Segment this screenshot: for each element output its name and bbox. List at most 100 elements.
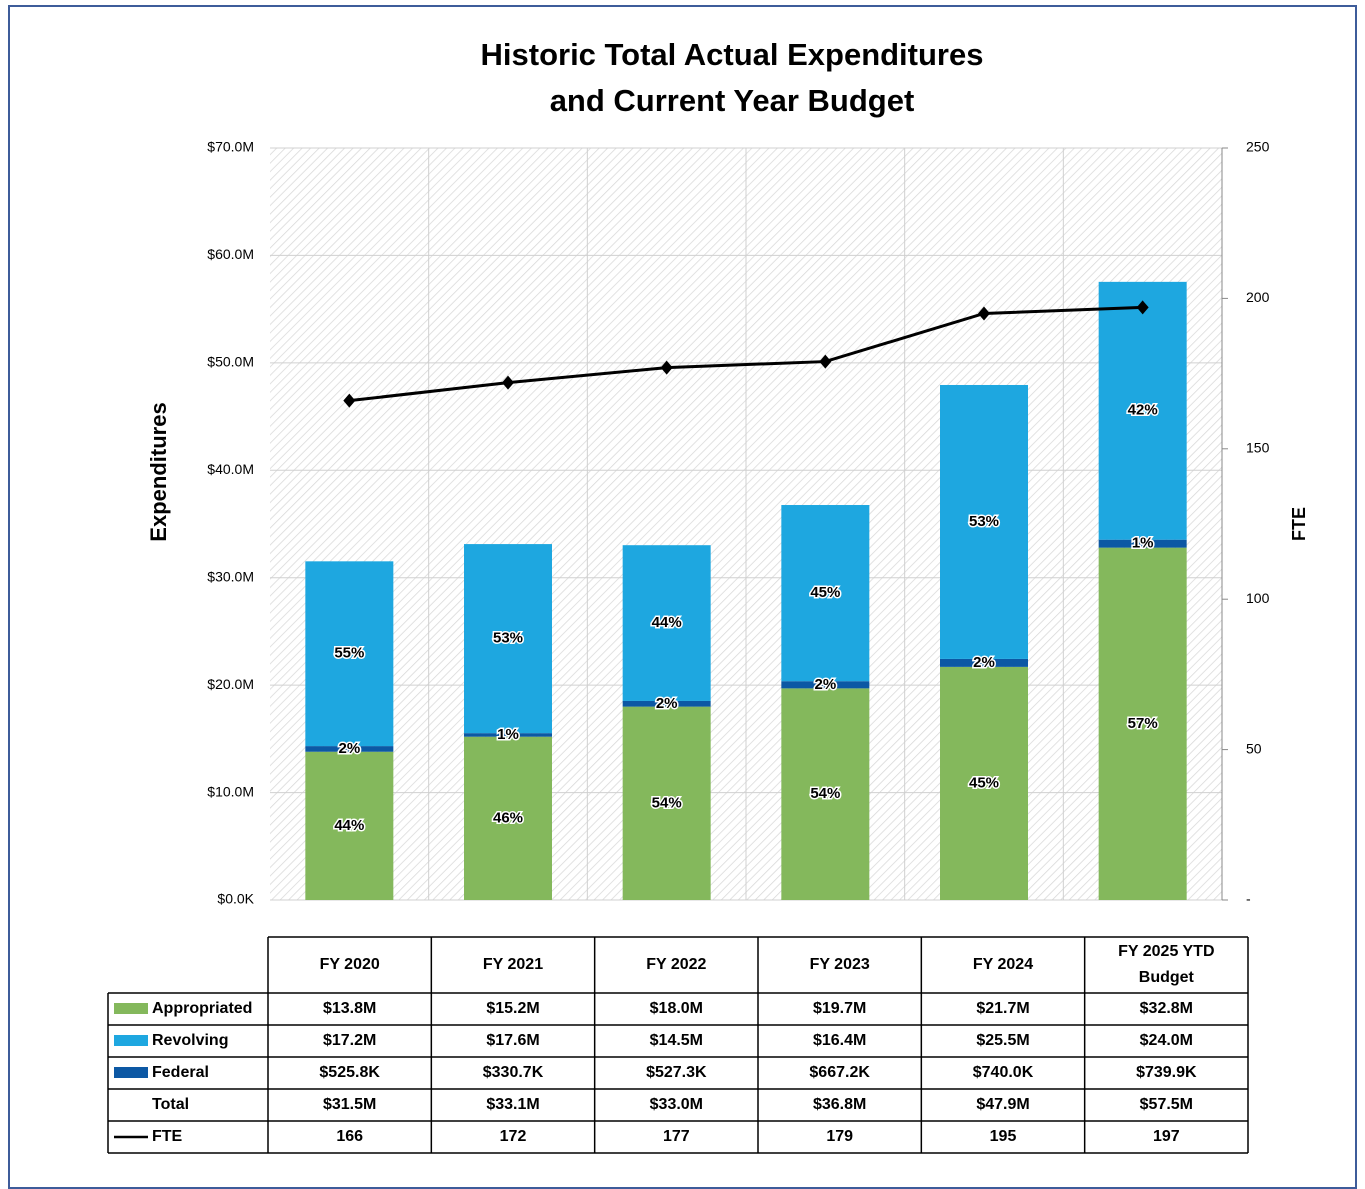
fte-marker xyxy=(978,306,990,321)
bar-segment xyxy=(622,545,711,701)
bar-segment xyxy=(305,751,394,900)
table-cell: $57.5M xyxy=(1140,1096,1193,1113)
percent-label: 44% xyxy=(334,817,364,834)
table-cell: $25.5M xyxy=(976,1032,1029,1049)
y2-tick-label: - xyxy=(1246,891,1251,907)
fte-marker xyxy=(502,375,514,390)
y2-tick-label: 250 xyxy=(1246,139,1270,155)
percent-label: 1% xyxy=(1132,535,1154,552)
legend-key xyxy=(114,1035,148,1046)
fte-marker xyxy=(819,354,832,369)
table-cell: $24.0M xyxy=(1140,1032,1193,1049)
bar-segment xyxy=(464,733,552,737)
percent-label: 57% xyxy=(1128,715,1158,732)
table-header: FY 2025 YTD Budget xyxy=(1118,943,1214,986)
fte-marker xyxy=(1136,300,1149,315)
bar-segment xyxy=(940,384,1028,659)
y-tick-label: $10.0M xyxy=(207,783,254,799)
table-cell: 195 xyxy=(990,1128,1017,1145)
chart-title: and Current Year Budget xyxy=(550,83,915,118)
bar-segment xyxy=(1098,281,1187,540)
fte-marker xyxy=(343,393,356,408)
table-cell: $33.1M xyxy=(486,1096,539,1113)
bar-segment xyxy=(622,700,711,707)
table-cell: $32.8M xyxy=(1140,1000,1193,1017)
table-header: FY 2020 xyxy=(320,956,380,973)
table-cell: $739.9K xyxy=(1136,1064,1197,1081)
fte-marker xyxy=(660,360,673,375)
table-cell: $17.6M xyxy=(486,1032,539,1049)
table-header: FY 2023 xyxy=(810,956,870,973)
percent-label: 42% xyxy=(1128,402,1158,419)
y2-tick-label: 50 xyxy=(1246,740,1262,756)
bar-segment xyxy=(305,561,394,747)
y-tick-label: $50.0M xyxy=(207,354,254,370)
table-cell: 172 xyxy=(500,1128,527,1145)
table-cell: $15.2M xyxy=(486,1000,539,1017)
table-cell: $47.9M xyxy=(976,1096,1029,1113)
table-cell: $31.5M xyxy=(323,1096,376,1113)
percent-label: 1% xyxy=(497,726,519,743)
bar-segment xyxy=(464,736,552,900)
row-label: Revolving xyxy=(152,1032,228,1049)
y-tick-label: $40.0M xyxy=(207,461,254,477)
table-cell: $740.0K xyxy=(973,1064,1034,1081)
bar-segment xyxy=(781,505,870,682)
percent-label: 2% xyxy=(973,654,995,671)
percent-label: 2% xyxy=(338,740,360,757)
percent-label: 55% xyxy=(334,645,364,662)
percent-label: 46% xyxy=(493,809,523,826)
chart-title: Historic Total Actual Expenditures xyxy=(481,37,984,72)
y-tick-label: $30.0M xyxy=(207,568,254,584)
bar-segment xyxy=(940,658,1028,667)
bar-segment xyxy=(1098,539,1187,548)
table-cell: $17.2M xyxy=(323,1032,376,1049)
table-cell: 197 xyxy=(1153,1128,1180,1145)
legend-key xyxy=(114,1067,148,1078)
y-tick-label: $20.0M xyxy=(207,676,254,692)
percent-label: 54% xyxy=(810,785,840,802)
percent-label: 2% xyxy=(814,676,836,693)
table-cell: $36.8M xyxy=(813,1096,866,1113)
y2-tick-label: 200 xyxy=(1246,289,1270,305)
percent-label: 45% xyxy=(969,774,999,791)
y-axis-label: Expenditures xyxy=(146,402,171,541)
table-cell: 166 xyxy=(336,1128,363,1145)
table-cell: $330.7K xyxy=(483,1064,544,1081)
percent-label: 54% xyxy=(652,794,682,811)
y-tick-label: $60.0M xyxy=(207,246,254,262)
y2-tick-label: 100 xyxy=(1246,590,1270,606)
table-cell: $18.0M xyxy=(650,1000,703,1017)
row-label: Federal xyxy=(152,1064,209,1081)
fte-line xyxy=(349,305,1143,403)
table-cell: $16.4M xyxy=(813,1032,866,1049)
table-header: FY 2024 xyxy=(973,956,1033,973)
bar-segment xyxy=(940,666,1028,900)
table-cell: $527.3K xyxy=(646,1064,707,1081)
y2-tick-label: 150 xyxy=(1246,440,1270,456)
row-label: Appropriated xyxy=(152,1000,252,1017)
row-label: FTE xyxy=(152,1128,183,1145)
percent-label: 53% xyxy=(493,630,523,647)
y2-axis-label: FTE xyxy=(1289,507,1309,541)
table-cell: $14.5M xyxy=(650,1032,703,1049)
y-tick-label: $0.0K xyxy=(217,891,254,907)
bar-segment xyxy=(781,681,870,689)
y-tick-label: $70.0M xyxy=(207,139,254,155)
table-cell: 179 xyxy=(826,1128,853,1145)
percent-label: 44% xyxy=(652,614,682,631)
table-header: FY 2021 xyxy=(483,956,543,973)
percent-label: 53% xyxy=(969,513,999,530)
bar-segment xyxy=(305,746,394,752)
table-cell: $667.2K xyxy=(809,1064,870,1081)
table-cell: $13.8M xyxy=(323,1000,376,1017)
percent-label: 45% xyxy=(810,584,840,601)
bar-segment xyxy=(781,688,870,900)
table-cell: $525.8K xyxy=(319,1064,380,1081)
bar-segment xyxy=(622,706,711,900)
table-cell: 177 xyxy=(663,1128,690,1145)
row-label: Total xyxy=(152,1096,189,1113)
legend-key xyxy=(114,1003,148,1014)
bar-segment xyxy=(1098,547,1187,900)
percent-label: 2% xyxy=(656,695,678,712)
